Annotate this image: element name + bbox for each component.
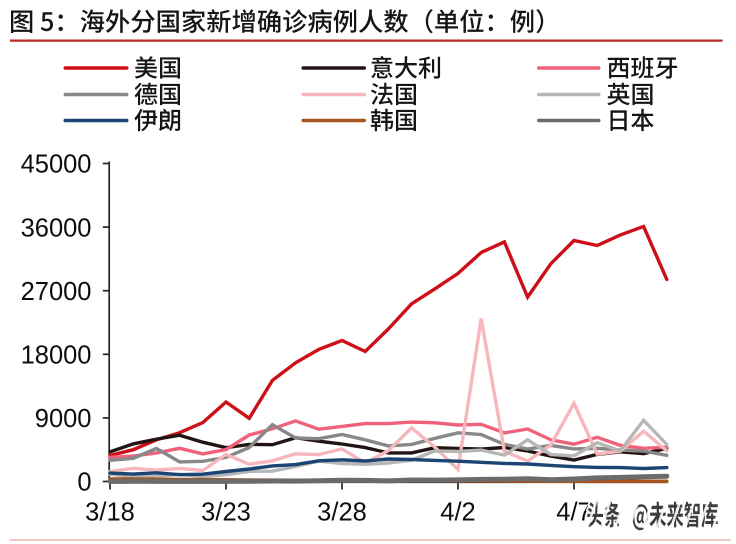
svg-text:3/28: 3/28 <box>317 499 367 527</box>
svg-text:9000: 9000 <box>35 405 92 433</box>
svg-text:45000: 45000 <box>21 151 92 179</box>
svg-text:3/23: 3/23 <box>201 499 251 527</box>
svg-text:4/7: 4/7 <box>556 499 591 527</box>
svg-text:4/2: 4/2 <box>440 499 475 527</box>
svg-text:27000: 27000 <box>21 278 92 306</box>
svg-text:3/18: 3/18 <box>85 499 135 527</box>
svg-text:36000: 36000 <box>21 214 92 242</box>
svg-text:18000: 18000 <box>21 342 92 370</box>
svg-text:0: 0 <box>77 469 91 497</box>
